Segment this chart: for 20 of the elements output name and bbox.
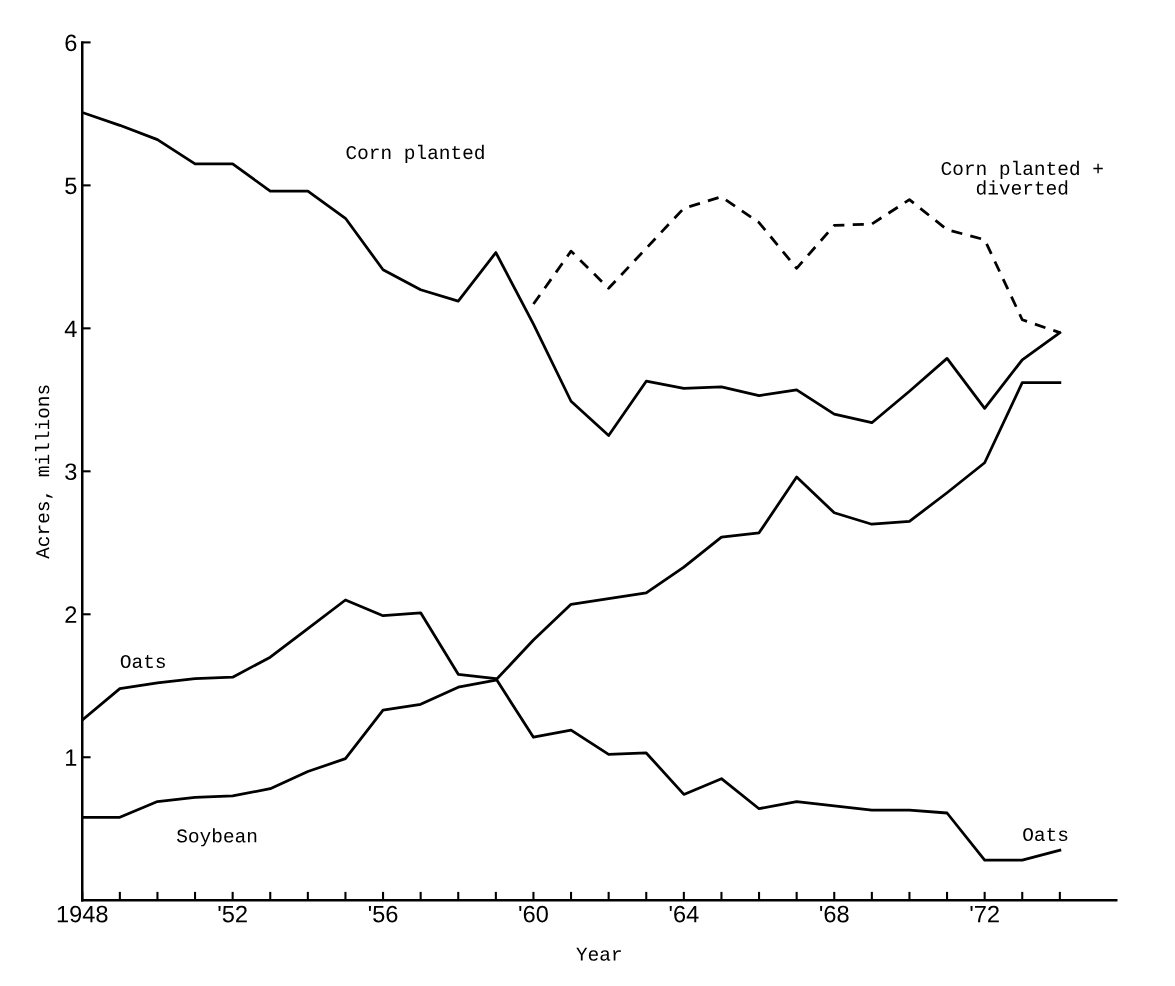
y-tick-label: 1 (66, 749, 77, 766)
x-tick-label: 1948 (57, 905, 108, 923)
series-label: Oats (120, 654, 165, 669)
x-tick-label: '60 (519, 905, 548, 923)
y-tick-label: 6 (65, 34, 77, 52)
series-label: Corn planted + diverted (941, 160, 1103, 195)
x-tick-label: '72 (970, 905, 999, 923)
y-tick-label: 4 (64, 320, 77, 337)
series-label: Soybean (177, 828, 257, 847)
y-tick-label: 2 (65, 606, 77, 623)
y-tick-label: 3 (65, 463, 77, 481)
x-axis-title: Year (576, 947, 621, 961)
annotation: Oats (1023, 827, 1068, 842)
y-axis-title: Acres, millions (35, 385, 53, 559)
x-tick-label: '52 (218, 905, 247, 923)
x-tick-label: '56 (368, 905, 398, 923)
x-tick-label: '64 (669, 905, 699, 923)
x-tick-label: '68 (820, 905, 849, 923)
text: Corn planted (346, 144, 484, 163)
y-tick-label: 5 (65, 177, 77, 195)
